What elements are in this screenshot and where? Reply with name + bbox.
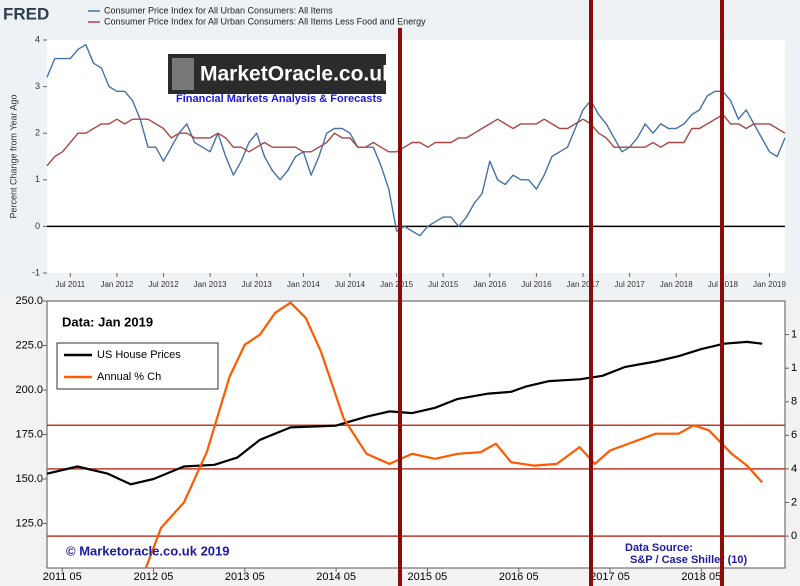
y-tick-label: 175.0 <box>15 428 43 440</box>
x-tick-label: 2015 05 <box>408 571 448 583</box>
y2-tick-label: 1 <box>791 362 797 374</box>
x-tick-label: Jan 2013 <box>194 280 227 289</box>
x-tick-label: Jul 2011 <box>55 280 85 289</box>
x-tick-label: Jul 2015 <box>428 280 459 289</box>
watermark-subtitle: Financial Markets Analysis & Forecasts <box>176 93 382 105</box>
legend-label: Annual % Ch <box>97 371 161 383</box>
x-tick-label: Jan 2017 <box>567 280 600 289</box>
source: S&P / Case Shiller (10) <box>630 554 748 566</box>
source: Data Source: <box>625 542 693 554</box>
x-tick-label: Jul 2017 <box>615 280 646 289</box>
y2-tick-label: 4 <box>791 463 797 475</box>
x-tick-label: Jan 2016 <box>473 280 506 289</box>
x-tick-label: Jan 2014 <box>287 280 320 289</box>
x-tick-label: 2011 05 <box>43 571 82 583</box>
watermark-banner: MarketOracle.co.uk Financial Markets Ana… <box>168 54 394 105</box>
y-tick-label: 2 <box>35 128 40 138</box>
x-tick-label: Jan 2019 <box>753 280 786 289</box>
x-tick-label: 2017 05 <box>590 571 630 583</box>
y-tick-label: 125.0 <box>15 517 43 529</box>
x-tick-label: Jul 2013 <box>242 280 273 289</box>
y-tick-label: 150.0 <box>15 473 43 485</box>
y2-tick-label: 0 <box>791 530 797 542</box>
y-tick-label: 1 <box>35 174 40 184</box>
y-axis-label: Percent Change from Year Ago <box>8 94 18 218</box>
banner-bg <box>168 54 386 94</box>
legend-label: US House Prices <box>97 349 181 361</box>
y-tick-label: 0 <box>35 221 40 231</box>
x-tick-label: 2013 05 <box>225 571 265 583</box>
series-line <box>46 340 763 486</box>
legend-label: Consumer Price Index for All Urban Consu… <box>104 16 426 26</box>
series-line <box>144 301 764 569</box>
x-tick-label: 2014 05 <box>316 571 356 583</box>
series-line <box>46 44 786 237</box>
x-tick-label: 2018 05 <box>681 571 721 583</box>
y2-tick-label: 6 <box>791 429 797 441</box>
logo: FRED <box>3 4 49 23</box>
x-tick-label: Jan 2018 <box>660 280 693 289</box>
x-tick-label: 2012 05 <box>134 571 174 583</box>
y2-tick-label: 2 <box>791 496 797 508</box>
annotation: Data: Jan 2019 <box>62 314 153 329</box>
series-line <box>46 113 786 167</box>
y-tick-label: 250.0 <box>15 295 43 307</box>
y-tick-label: 3 <box>35 81 40 91</box>
legend-label: Consumer Price Index for All Urban Consu… <box>104 5 333 15</box>
x-tick-label: Jul 2012 <box>148 280 179 289</box>
watermark: MarketOracle.co.uk <box>200 63 394 86</box>
y-tick-label: 200.0 <box>15 384 43 396</box>
x-tick-label: Jul 2014 <box>335 280 366 289</box>
x-tick-label: Jul 2016 <box>521 280 552 289</box>
y2-tick-label: 8 <box>791 396 797 408</box>
x-tick-label: Jan 2015 <box>380 280 413 289</box>
y-tick-label: 225.0 <box>15 339 43 351</box>
y2-tick-label: 1 <box>791 328 797 340</box>
overlay-lines <box>398 0 724 586</box>
banner-icon <box>172 58 194 90</box>
y-tick-label: -1 <box>32 267 40 277</box>
x-tick-label: Jan 2012 <box>100 280 133 289</box>
y-tick-label: 4 <box>35 34 40 44</box>
plot-area <box>47 40 785 273</box>
credit: © Marketoracle.co.uk 2019 <box>66 543 230 558</box>
x-tick-label: 2016 05 <box>499 571 539 583</box>
legend-box <box>56 342 219 390</box>
